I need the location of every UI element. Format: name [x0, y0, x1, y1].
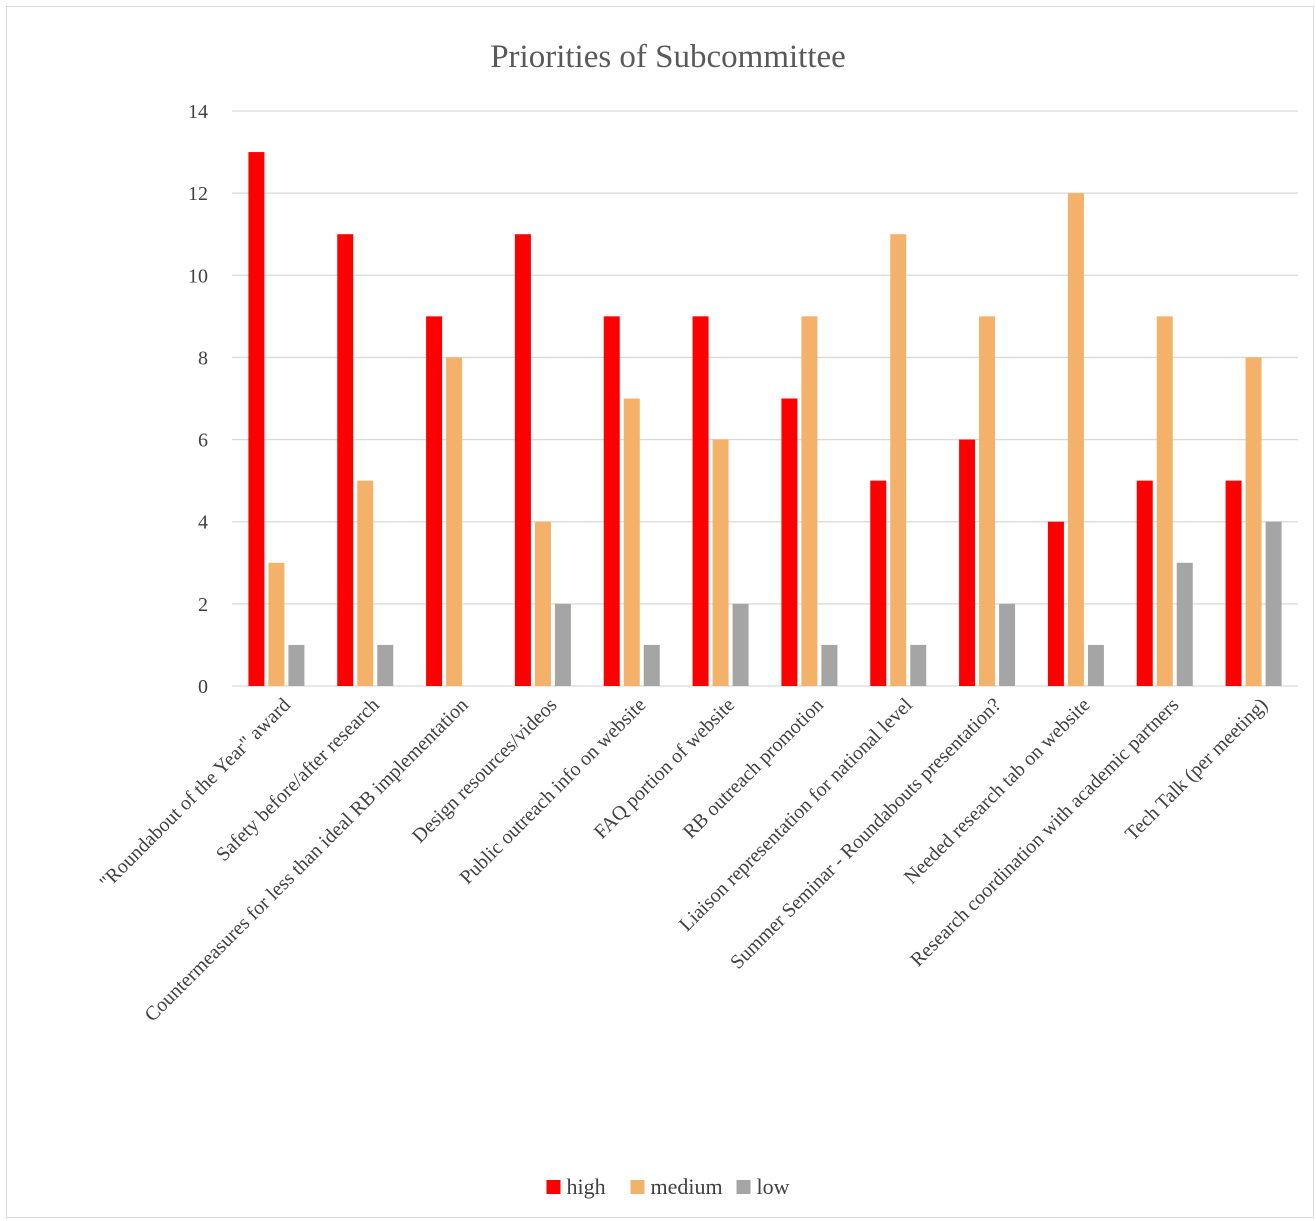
bar-medium-3: [534, 521, 551, 686]
chart-frame: [6, 6, 1314, 1218]
bar-medium-2: [446, 357, 463, 686]
legend-label-low: low: [757, 1174, 790, 1199]
bar-low-9: [1087, 644, 1104, 686]
bar-medium-1: [357, 480, 374, 686]
bar-high-4: [603, 316, 620, 686]
legend-swatch-low: [736, 1180, 751, 1194]
bar-low-11: [1265, 521, 1282, 686]
legend-swatch-high: [546, 1180, 561, 1194]
bar-high-8: [959, 439, 976, 686]
chart-title: Priorities of Subcommittee: [490, 39, 846, 75]
bar-medium-0: [268, 562, 285, 686]
bar-low-4: [643, 644, 660, 686]
bar-high-11: [1225, 480, 1242, 686]
x-category-label: Countermeasures for less than ideal RB i…: [140, 694, 472, 1026]
x-category-label: Tech Talk (per meeting): [1121, 694, 1272, 845]
bar-low-5: [732, 603, 749, 686]
bar-medium-5: [712, 439, 729, 686]
bar-low-3: [554, 603, 571, 686]
bar-medium-4: [623, 398, 640, 686]
legend-label-high: high: [567, 1174, 606, 1199]
bar-high-6: [781, 398, 798, 686]
bars: [248, 152, 1282, 687]
y-axis-ticks: 0 2 4 6 8 10 12 14: [188, 101, 208, 698]
bar-high-1: [337, 234, 354, 686]
legend-swatch-medium: [630, 1180, 645, 1194]
bar-medium-8: [979, 316, 996, 686]
bar-low-7: [910, 644, 927, 686]
y-tick-label: 6: [198, 430, 208, 452]
y-tick-label: 4: [198, 512, 208, 534]
bar-high-3: [514, 234, 531, 686]
y-tick-label: 2: [198, 594, 208, 616]
y-tick-label: 8: [198, 347, 208, 369]
bar-low-1: [377, 644, 394, 686]
bar-high-5: [692, 316, 709, 686]
bar-high-0: [248, 152, 265, 687]
bar-medium-7: [890, 234, 907, 686]
gridlines: [232, 110, 1298, 687]
x-category-label: Needed research tab on website: [900, 694, 1095, 889]
y-tick-label: 12: [188, 183, 208, 205]
bar-high-7: [870, 480, 887, 686]
x-category-label: "Roundabout of the Year" award: [95, 694, 295, 894]
bar-low-8: [999, 603, 1016, 686]
bar-high-2: [426, 316, 443, 686]
bar-medium-11: [1245, 357, 1262, 686]
x-category-label: Safety before/after research: [212, 694, 384, 866]
bar-low-6: [821, 644, 838, 686]
bar-medium-10: [1156, 316, 1173, 686]
legend-label-medium: medium: [651, 1174, 723, 1199]
y-tick-label: 0: [198, 676, 208, 698]
bar-medium-6: [801, 316, 818, 686]
x-category-label: Design resources/videos: [408, 694, 562, 848]
legend: high medium low: [546, 1174, 790, 1199]
bar-high-9: [1047, 521, 1064, 686]
x-category-label: Public outreach info on website: [456, 694, 651, 889]
bar-medium-9: [1067, 193, 1084, 686]
bar-low-0: [288, 644, 305, 686]
bar-high-10: [1136, 480, 1153, 686]
y-tick-label: 10: [188, 265, 208, 287]
y-tick-label: 14: [188, 101, 208, 123]
bar-low-10: [1176, 562, 1193, 686]
